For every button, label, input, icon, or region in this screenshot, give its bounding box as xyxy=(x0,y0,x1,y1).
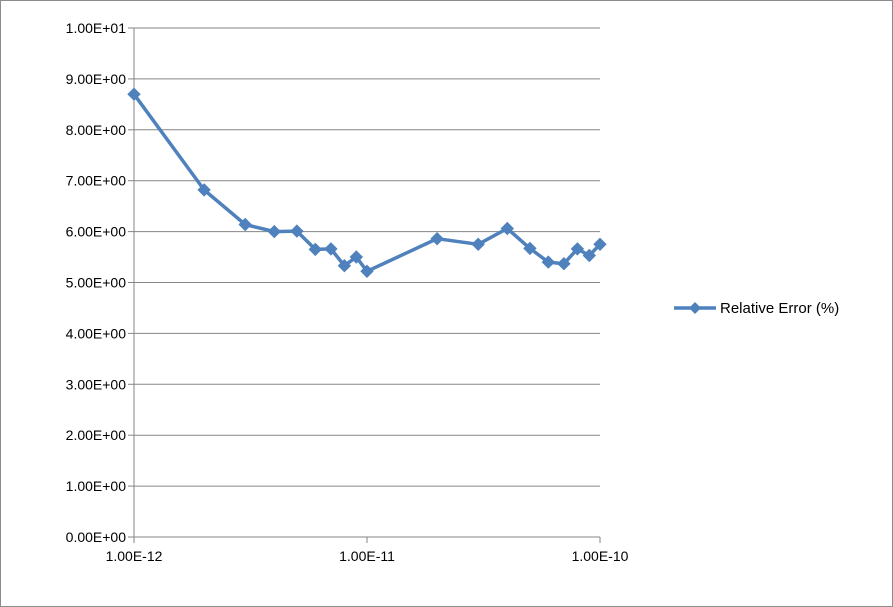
data-point-marker-9 xyxy=(360,264,374,279)
y-tick-label-1: 1.00E+00 xyxy=(66,478,127,494)
data-point-marker-6 xyxy=(324,242,338,256)
legend: Relative Error (%) xyxy=(674,300,839,317)
axes: 0.00E+00 1.00E+00 2.00E+00 3.00E+00 4.00E+00… xyxy=(66,20,629,564)
data-point-marker-18 xyxy=(593,237,607,252)
gridlines xyxy=(134,27,600,487)
data-point-marker-7 xyxy=(337,258,352,273)
data-point-marker-13 xyxy=(523,241,537,256)
y-tick-label-6: 6.00E+00 xyxy=(66,224,127,240)
y-tick-label-9: 9.00E+00 xyxy=(66,71,127,87)
data-point-marker-11 xyxy=(471,237,485,252)
legend-label: Relative Error (%) xyxy=(720,300,839,317)
x-tick-label-2: 1.00E-10 xyxy=(572,548,629,564)
data-point-marker-10 xyxy=(430,231,444,246)
data-point-marker-8 xyxy=(349,250,364,264)
data-point-marker-17 xyxy=(582,248,597,263)
data-point-marker-3 xyxy=(267,224,282,239)
data-point-marker-14 xyxy=(541,255,556,269)
data-point-marker-12 xyxy=(500,221,515,236)
y-tick-label-10: 1.00E+01 xyxy=(66,20,127,36)
data-point-marker-4 xyxy=(290,224,304,238)
data-point-marker-16 xyxy=(570,242,585,256)
data-point-marker-1 xyxy=(197,183,211,197)
y-tick-label-5: 5.00E+00 xyxy=(66,275,127,291)
data-point-marker-15 xyxy=(557,256,571,271)
y-tick-label-7: 7.00E+00 xyxy=(66,173,127,189)
y-tick-label-8: 8.00E+00 xyxy=(66,122,127,138)
y-tick-label-3: 3.00E+00 xyxy=(66,376,127,392)
data-point-marker-2 xyxy=(238,217,252,232)
x-tick-label-1: 1.00E-11 xyxy=(339,548,395,564)
y-tick-label-4: 4.00E+00 xyxy=(66,325,127,341)
series-relative-error xyxy=(127,87,607,279)
data-point-marker-5 xyxy=(308,242,323,257)
y-tick-label-0: 0.00E+00 xyxy=(66,529,127,545)
data-point-marker-0 xyxy=(127,87,141,101)
legend-marker xyxy=(689,302,701,314)
x-tick-label-0: 1.00E-12 xyxy=(106,548,163,564)
y-tick-label-2: 2.00E+00 xyxy=(66,427,127,443)
